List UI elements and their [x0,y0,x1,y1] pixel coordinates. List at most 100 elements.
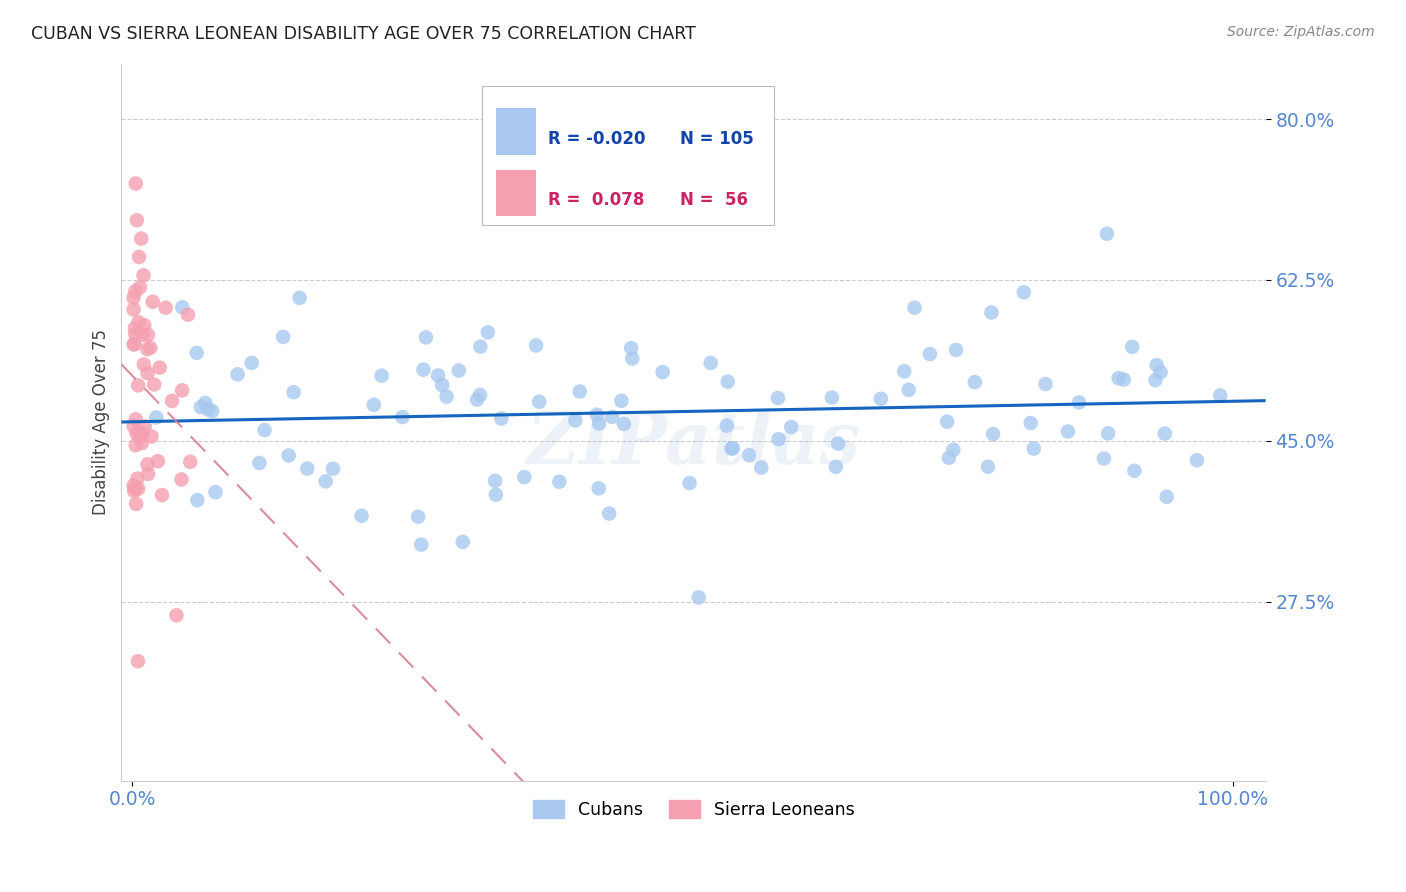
Point [412,362,434,376]
Point [122,478,145,492]
Point [129,280,152,294]
Point [1095,227,1118,241]
Point [288,291,311,305]
Point [391,410,413,425]
Point [485,488,508,502]
Point [780,420,803,434]
Point [127,472,149,486]
Point [136,366,159,380]
Point [125,213,148,227]
Point [527,394,550,409]
Point [194,396,217,410]
Text: Source: ZipAtlas.com: Source: ZipAtlas.com [1227,25,1375,39]
Point [1149,365,1171,379]
Point [136,328,159,343]
Point [190,400,212,414]
Point [172,301,194,315]
Point [322,461,344,475]
Point [720,442,742,456]
Point [678,476,700,491]
Point [127,315,149,329]
Point [143,377,166,392]
Point [1144,373,1167,387]
Point [186,346,208,360]
Point [125,412,148,426]
Point [271,330,294,344]
Point [484,474,506,488]
Point [197,402,219,417]
Point [370,368,392,383]
Point [513,470,536,484]
Point [146,454,169,468]
Point [766,391,789,405]
Point [160,393,183,408]
Point [1019,416,1042,430]
Point [240,356,263,370]
Point [253,423,276,437]
Point [124,482,146,496]
FancyBboxPatch shape [495,169,536,217]
Point [620,341,643,355]
Point [145,410,167,425]
Point [204,485,226,500]
Point [142,294,165,309]
Point [129,429,152,443]
Point [588,417,610,431]
Point [226,368,249,382]
Point [827,436,849,450]
Point [127,654,149,668]
Point [124,337,146,351]
Point [136,467,159,481]
Point [870,392,893,406]
Point [1146,358,1168,372]
Point [945,343,967,357]
Point [749,460,772,475]
Point [768,432,790,446]
Point [903,301,925,315]
Point [738,448,761,462]
Point [942,442,965,457]
Point [134,419,156,434]
Point [277,449,299,463]
FancyBboxPatch shape [495,109,536,155]
Point [131,436,153,450]
Point [598,507,620,521]
Point [127,425,149,439]
Point [427,368,450,383]
Point [651,365,673,379]
Point [177,308,200,322]
Point [1035,377,1057,392]
Point [125,177,148,191]
Y-axis label: Disability Age Over 75: Disability Age Over 75 [93,329,110,516]
Point [1012,285,1035,300]
Point [155,301,177,315]
Point [600,409,623,424]
Point [1121,340,1143,354]
Text: N = 105: N = 105 [681,129,754,148]
Point [134,318,156,333]
Point [1022,442,1045,456]
Point [477,326,499,340]
Point [131,327,153,342]
Point [938,450,960,465]
Point [415,330,437,344]
Text: R =  0.078: R = 0.078 [548,191,644,209]
Point [125,497,148,511]
Point [936,415,959,429]
Point [564,413,586,427]
Point [610,393,633,408]
Point [963,375,986,389]
Point [136,342,159,356]
Point [717,375,740,389]
Point [1123,464,1146,478]
Point [127,378,149,392]
Point [676,181,699,195]
Point [447,363,470,377]
Point [1209,388,1232,402]
Point [451,534,474,549]
Point [128,250,150,264]
Point [165,608,187,623]
Text: CUBAN VS SIERRA LEONEAN DISABILITY AGE OVER 75 CORRELATION CHART: CUBAN VS SIERRA LEONEAN DISABILITY AGE O… [31,25,696,43]
Point [129,232,152,246]
Text: R = -0.020: R = -0.020 [548,129,645,148]
